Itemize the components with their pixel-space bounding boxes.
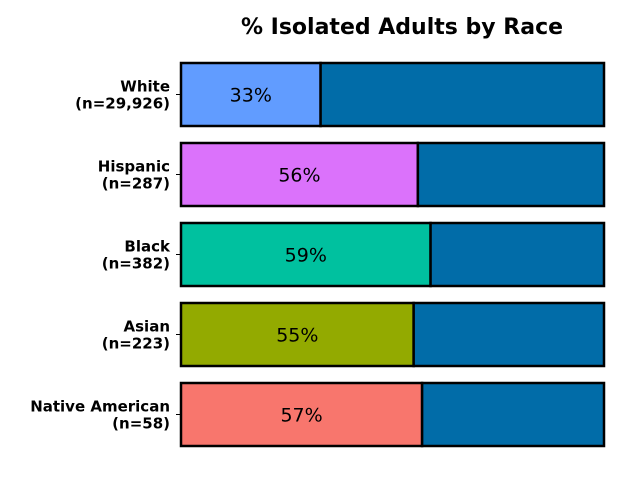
data-label-4: 57% — [280, 405, 322, 427]
bar-remainder-1 — [416, 141, 606, 208]
bar-remainder-2 — [429, 221, 606, 288]
bar-remainder-0 — [319, 61, 606, 128]
data-label-2: 59% — [285, 245, 327, 267]
y-tick-label-3: Asian — [124, 318, 170, 336]
y-tick-sublabel-3: (n=223) — [102, 335, 170, 353]
bar-isolated-3 — [179, 301, 415, 368]
y-tick-label-4: Native American — [30, 398, 170, 416]
bars-group: 33% White(n=29,926) 56% Hispanic(n=287) 59% B… — [30, 61, 606, 448]
bar-remainder-3 — [412, 301, 606, 368]
y-tick-sublabel-2: (n=382) — [102, 255, 170, 273]
data-label-1: 56% — [278, 165, 320, 187]
bar-remainder-4 — [420, 381, 606, 448]
y-tick-sublabel-4: (n=58) — [112, 415, 170, 433]
y-tick-label-0: White — [120, 78, 170, 96]
chart-title: % Isolated Adults by Race — [241, 15, 563, 40]
data-label-3: 55% — [276, 325, 318, 347]
y-tick-sublabel-1: (n=287) — [102, 175, 170, 193]
bar-isolated-2 — [179, 221, 432, 288]
data-label-0: 33% — [230, 85, 272, 107]
y-tick-sublabel-0: (n=29,926) — [75, 95, 170, 113]
y-tick-label-1: Hispanic — [98, 158, 170, 176]
bar-isolated-0 — [179, 61, 322, 128]
bar-isolated-1 — [179, 141, 420, 208]
y-tick-label-2: Black — [124, 238, 171, 256]
